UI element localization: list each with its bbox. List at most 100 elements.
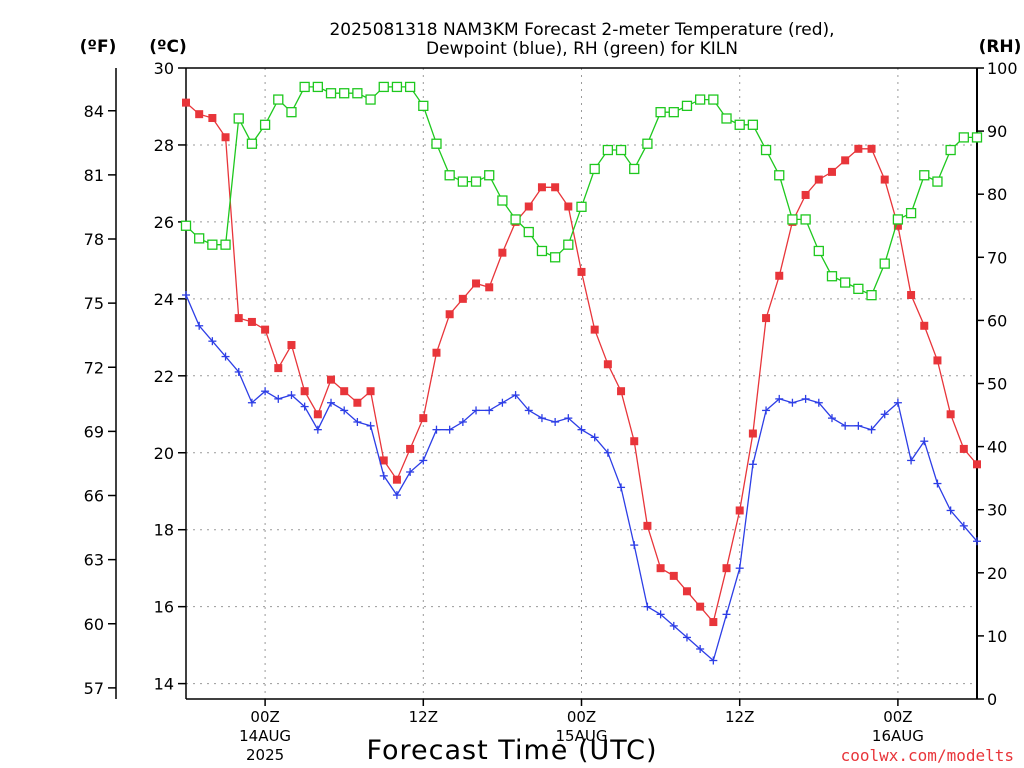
dewpoint-point [722, 610, 731, 619]
x-tick-date: 14AUG [239, 727, 291, 745]
fahrenheit-axis-label: (ºF) [80, 37, 117, 57]
fahrenheit-tick-label: 60 [84, 615, 104, 634]
rh-point [418, 100, 429, 112]
2-meter-temperature-point [274, 364, 283, 373]
celsius-tick-label: 28 [154, 136, 174, 155]
dewpoint-point [406, 467, 415, 476]
celsius-tick-label: 14 [154, 675, 174, 694]
fahrenheit-tick-label: 57 [84, 679, 104, 698]
2-meter-temperature-point [300, 387, 309, 396]
dewpoint-point [577, 425, 586, 434]
2-meter-temperature-point [867, 144, 876, 153]
rh-point [299, 81, 310, 93]
rh-point [945, 144, 956, 156]
rh-point [655, 107, 666, 118]
rh-point [576, 201, 587, 212]
2-meter-temperature-point [893, 221, 902, 230]
2-meter-temperature-point [247, 317, 256, 326]
dewpoint-point [247, 398, 256, 407]
dewpoint-point [524, 406, 533, 415]
celsius-tick-label: 22 [154, 367, 174, 386]
rh-point [734, 119, 745, 130]
dewpoint-point [353, 417, 362, 426]
2-meter-temperature-point [551, 183, 560, 192]
2-meter-temperature-point [630, 437, 639, 446]
celsius-tick-label: 24 [154, 290, 174, 309]
2-meter-temperature-point [313, 410, 322, 419]
rh-point [932, 176, 943, 187]
rh-point [220, 239, 231, 250]
rh-point [233, 113, 244, 124]
dewpoint-point [590, 433, 599, 442]
dewpoint-point [379, 471, 388, 480]
dewpoint-point [182, 291, 190, 300]
axes: 14 16 18 20 22 24 26 28 30 57 60 63 66 69 72 75 78 81 84 0 1… [84, 59, 1018, 764]
rh-point [180, 220, 192, 231]
dewpoint-point [208, 337, 217, 346]
rh-point [497, 195, 508, 206]
dewpoint-point [366, 421, 375, 430]
2-meter-temperature-point [208, 114, 217, 123]
dewpoint-point [827, 414, 836, 423]
x-tick-label: 00Z [567, 708, 596, 726]
rh-point [721, 113, 732, 124]
dewpoint-point [893, 398, 902, 407]
rh-point [919, 170, 930, 181]
rh-point [747, 119, 759, 130]
dewpoint-point [854, 421, 863, 430]
2-meter-temperature-point [696, 602, 705, 611]
rh-point [879, 258, 890, 269]
dewpoint-series [182, 291, 981, 665]
rh-point [404, 81, 416, 93]
rh-point [378, 81, 389, 93]
2-meter-temperature-point [406, 444, 415, 453]
dewpoint-point [603, 448, 612, 457]
2-meter-temperature-point [656, 564, 665, 573]
rh-point [312, 81, 323, 93]
2-meter-temperature-point [261, 325, 270, 334]
dewpoint-point [920, 437, 929, 446]
dewpoint-point [801, 394, 810, 403]
rh-point [589, 163, 600, 175]
rh-tick-label: 90 [987, 122, 1007, 141]
rh-point [629, 163, 640, 175]
rh-point [339, 88, 350, 99]
2-meter-temperature-point [880, 175, 889, 184]
2-meter-temperature-point [709, 618, 718, 627]
2-meter-temperature-point [907, 291, 916, 300]
x-axis-title: Forecast Time (UTC) [366, 735, 657, 766]
fahrenheit-tick-label: 78 [84, 230, 104, 249]
2-meter-temperature-point [762, 314, 771, 323]
rh-point [352, 88, 363, 99]
dewpoint-point [709, 656, 718, 665]
rh-tick-label: 60 [987, 311, 1007, 330]
dewpoint-point [630, 541, 639, 550]
2-meter-temperature-point [841, 156, 850, 165]
dewpoint-point [682, 633, 691, 642]
fahrenheit-tick-label: 66 [84, 487, 104, 506]
dewpoint-point [498, 398, 507, 407]
2-meter-temperature-point [590, 325, 599, 334]
2-meter-temperature-point [234, 314, 243, 323]
rh-axis-label: (RH) [979, 37, 1022, 57]
dewpoint-point [735, 564, 744, 573]
rh-point [695, 94, 706, 105]
data-series [180, 81, 983, 665]
dewpoint-point [537, 414, 546, 423]
dewpoint-point [564, 414, 573, 423]
fahrenheit-tick-label: 81 [84, 166, 104, 185]
2-meter-temperature-point [946, 410, 955, 419]
chart-title: 2025081318 NAM3KM Forecast 2-meter Tempe… [329, 20, 834, 40]
rh-point [484, 170, 495, 181]
rh-point [259, 119, 271, 130]
fahrenheit-tick-label: 75 [84, 294, 104, 313]
2-meter-temperature-point [775, 271, 784, 280]
2-meter-temperature-point [498, 248, 507, 257]
rh-point [866, 290, 877, 301]
rh-point [840, 277, 851, 288]
2-meter-temperature-point [617, 387, 626, 396]
rh-point [273, 94, 284, 105]
rh-point [958, 132, 969, 143]
x-tick-date: 15AUG [556, 727, 608, 745]
2-meter-temperature-point [445, 310, 454, 319]
